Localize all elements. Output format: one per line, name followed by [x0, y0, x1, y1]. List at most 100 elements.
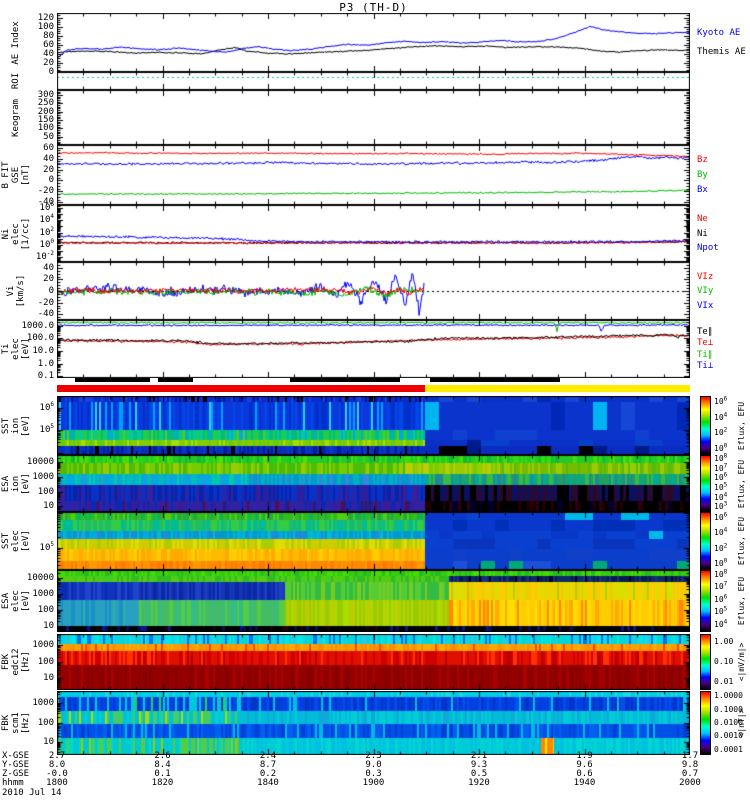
right-label-npot: Npot — [697, 242, 719, 253]
ytick-label-ae-0: 120 — [37, 12, 54, 23]
ytick-label-sst_ion-1: 105 — [39, 423, 54, 436]
ytick-label-keogram-3: 150 — [37, 115, 54, 125]
ytick-label-vi-0: 40 — [43, 262, 54, 273]
ytick-label-fbk_scm-1: 100 — [37, 717, 54, 728]
colorbar-tick-esa_elec-4: 104 — [714, 617, 728, 629]
panel-canvas-fbk_edc — [57, 634, 690, 690]
colorbar-tick-esa_elec-2: 106 — [714, 593, 728, 604]
burst-interval-dash — [289, 378, 401, 382]
right-label-bx: Bx — [697, 185, 708, 195]
mode-bar-segment — [57, 385, 425, 392]
ytick-label-esa_elec-3: 10 — [43, 620, 54, 631]
panel-canvas-ni — [57, 205, 690, 262]
ytick-label-ae-4: 40 — [43, 48, 54, 59]
ytick-label-keogram-0: 300 — [37, 90, 54, 100]
colorbar-unit-sst_ion: Eflux, EFU — [737, 401, 746, 450]
colorbar-tick-sst_ion-3: 100 — [714, 442, 728, 454]
footer-row-label-y-gse: Y-GSE — [2, 760, 30, 770]
footer-value-y-gse-6: 9.8 — [681, 760, 699, 770]
colorbar-tick-sst_elec-1: 104 — [714, 526, 728, 538]
ytick-label-esa_ion-0: 10000 — [26, 457, 54, 468]
colorbar-tick-sst_elec-0: 106 — [714, 511, 728, 522]
footer-value-x-gse-4: 2.1 — [470, 751, 488, 761]
right-label-kyotoae: Kyoto AE — [697, 27, 741, 38]
plot-title: P3 (TH-D) — [339, 1, 408, 14]
ytick-label-fbk_edc-2: 10 — [43, 673, 54, 684]
ytick-label-sst_ion-0: 106 — [39, 400, 54, 413]
ytick-label-temp-3: 1.0 — [37, 358, 54, 369]
footer-value-z-gse-4: 0.5 — [470, 769, 488, 779]
ytick-label-bfit-3: 0 — [48, 175, 54, 186]
colorbar-tick-sst_ion-0: 106 — [714, 395, 728, 406]
right-label-ti: Ti⊥ — [697, 361, 714, 372]
footer-value-x-gse-0: 2.7 — [48, 751, 66, 761]
footer-value-z-gse-3: 0.3 — [365, 769, 382, 779]
colorbar-tick-esa_ion-3: 105 — [714, 481, 728, 493]
footer-value-z-gse-5: 0.6 — [576, 769, 593, 779]
burst-interval-dash — [158, 378, 194, 382]
colorbar-unit-esa_elec: Eflux, EFU — [737, 576, 746, 626]
ytick-label-temp-1: 100.0 — [26, 333, 54, 344]
ytick-label-vi-1: 20 — [43, 274, 54, 285]
ytick-label-ni-2: 102 — [39, 225, 54, 238]
colorbar-tick-esa_ion-1: 107 — [714, 462, 728, 473]
ytick-label-keogram-1: 250 — [37, 98, 54, 109]
ytick-label-bfit-0: 60 — [43, 142, 54, 153]
footer-date: 2010 Jul 14 — [2, 788, 62, 798]
mode-bar-segment — [424, 385, 690, 392]
panel-canvas-sst_elec — [57, 512, 690, 570]
ylabel-roi: ROI — [11, 72, 21, 90]
colorbar-tick-fbk_edc-0: 1.00 — [714, 637, 734, 647]
footer-value-z-gse-6: 0.7 — [681, 769, 699, 779]
footer-value-y-gse-3: 9.0 — [365, 760, 382, 770]
colorbar-tick-esa_elec-3: 105 — [714, 605, 728, 617]
footer-row-label-z-gse: Z-GSE — [2, 769, 30, 779]
right-label-te: Te⊥ — [697, 338, 714, 349]
footer-row-label-x-gse: X-GSE — [2, 751, 30, 761]
ytick-label-vi-4: -40 — [37, 309, 54, 320]
colorbar-tick-fbk_scm-0: 1.0000 — [714, 691, 743, 701]
ytick-label-esa_ion-3: 10 — [43, 501, 54, 512]
burst-interval-dash — [429, 378, 561, 382]
ytick-label-fbk_edc-1: 100 — [37, 656, 54, 667]
colorbar-tick-fbk_scm-4: 0.0001 — [714, 744, 743, 754]
colorbar-unit-esa_ion: Eflux, EFU — [737, 459, 746, 508]
panel-canvas-vi — [57, 262, 690, 320]
ytick-label-temp-2: 10.0 — [32, 346, 54, 357]
panel-canvas-keogram — [57, 90, 690, 145]
colorbar-tick-fbk_scm-3: 0.0010 — [714, 731, 743, 741]
footer-value-hhmm-1: 1820 — [151, 778, 174, 788]
footer-value-x-gse-6: 1.7 — [681, 751, 699, 761]
ytick-label-keogram-2: 200 — [37, 106, 54, 117]
panel-canvas-temp — [57, 320, 690, 378]
right-label-bz: Bz — [697, 155, 708, 165]
footer-value-hhmm-0: 1800 — [46, 778, 68, 788]
ytick-label-esa_elec-1: 1000 — [32, 588, 54, 599]
ytick-label-esa_ion-2: 100 — [37, 486, 54, 497]
panel-canvas-sst_ion — [57, 396, 690, 455]
ytick-label-bfit-1: 40 — [43, 153, 54, 164]
right-label-viy: VIy — [697, 286, 714, 296]
colorbar-tick-esa_ion-2: 106 — [714, 471, 728, 483]
panel-canvas-esa_ion — [57, 455, 690, 512]
right-label-ni: Ni — [697, 228, 708, 239]
colorbar-unit-fbk_scm: <|nT|> — [737, 708, 746, 738]
ytick-label-ni-3: 100 — [39, 237, 54, 250]
footer-value-z-gse-1: 0.1 — [154, 769, 171, 779]
right-label-themisae: Themis AE — [697, 47, 746, 58]
right-label-vix: VIx — [697, 300, 714, 311]
right-label-ti: Ti∥ — [697, 349, 713, 360]
ytick-label-vi-3: -20 — [37, 297, 54, 308]
colorbar-tick-esa_ion-4: 104 — [714, 491, 728, 502]
ytick-label-ae-1: 100 — [37, 21, 54, 32]
panel-canvas-roi — [57, 72, 690, 90]
ytick-label-esa_elec-2: 100 — [37, 604, 54, 615]
colorbar-esa_elec — [700, 570, 711, 632]
footer-value-hhmm-6: 2000 — [679, 778, 701, 788]
ytick-label-bfit-5: -40 — [37, 197, 54, 208]
footer-value-x-gse-3: 2.3 — [365, 751, 382, 761]
ytick-label-ae-5: 20 — [43, 57, 54, 68]
colorbar-unit-sst_elec: Eflux, EFU — [737, 516, 746, 566]
colorbar-tick-sst_ion-1: 104 — [714, 411, 728, 422]
